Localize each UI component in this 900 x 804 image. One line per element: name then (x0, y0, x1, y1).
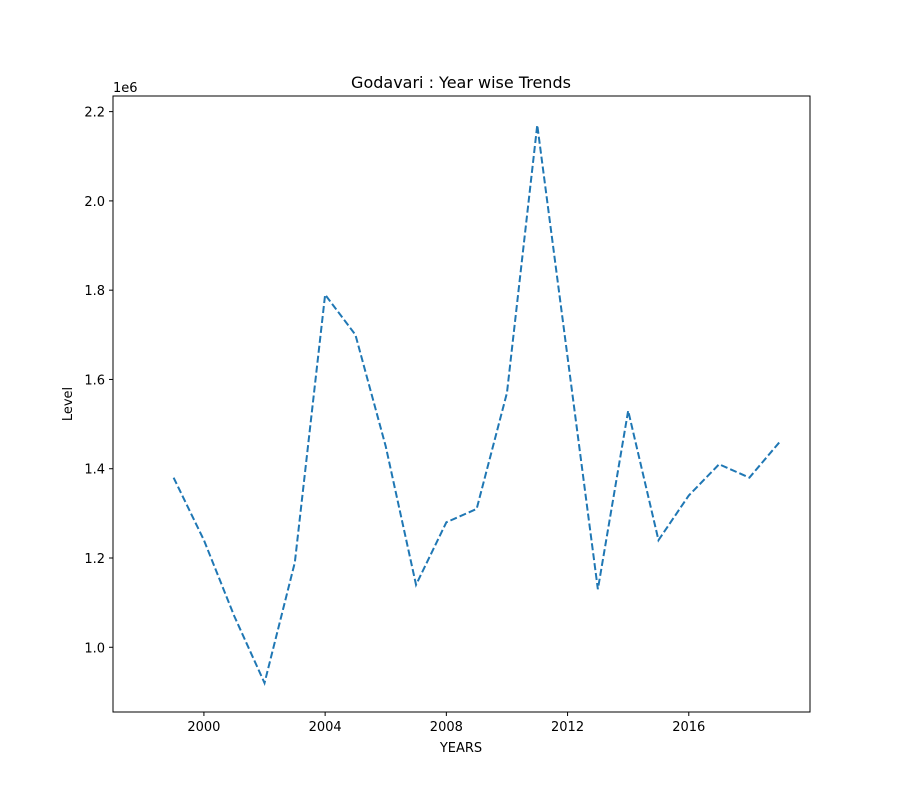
y-axis: 1.0 1.2 1.4 1.6 1.8 2.0 2.2 (84, 106, 113, 657)
x-tick-label: 2016 (672, 720, 705, 735)
x-tick-label: 2000 (187, 720, 220, 735)
x-axis-title: YEARS (439, 741, 482, 756)
x-axis: 2000 2004 2008 2012 2016 (187, 712, 705, 735)
x-tick-label: 2012 (551, 720, 584, 735)
plot-marks (174, 125, 780, 683)
y-tick-label: 1.2 (84, 552, 105, 567)
y-tick-label: 2.0 (84, 195, 105, 210)
y-tick-label: 1.0 (84, 641, 105, 656)
y-tick-label: 1.4 (84, 463, 105, 478)
y-tick-label: 1.6 (84, 373, 105, 388)
y-tick-label: 2.2 (84, 106, 105, 121)
y-axis-title: Level (61, 387, 76, 421)
y-tick-label: 1.8 (84, 284, 105, 299)
series-line-0 (174, 125, 780, 683)
plot-frame (113, 96, 810, 712)
y-axis-offset-label: 1e6 (113, 81, 138, 96)
x-tick-label: 2008 (430, 720, 463, 735)
chart-title: Godavari : Year wise Trends (351, 73, 571, 92)
x-tick-label: 2004 (309, 720, 342, 735)
